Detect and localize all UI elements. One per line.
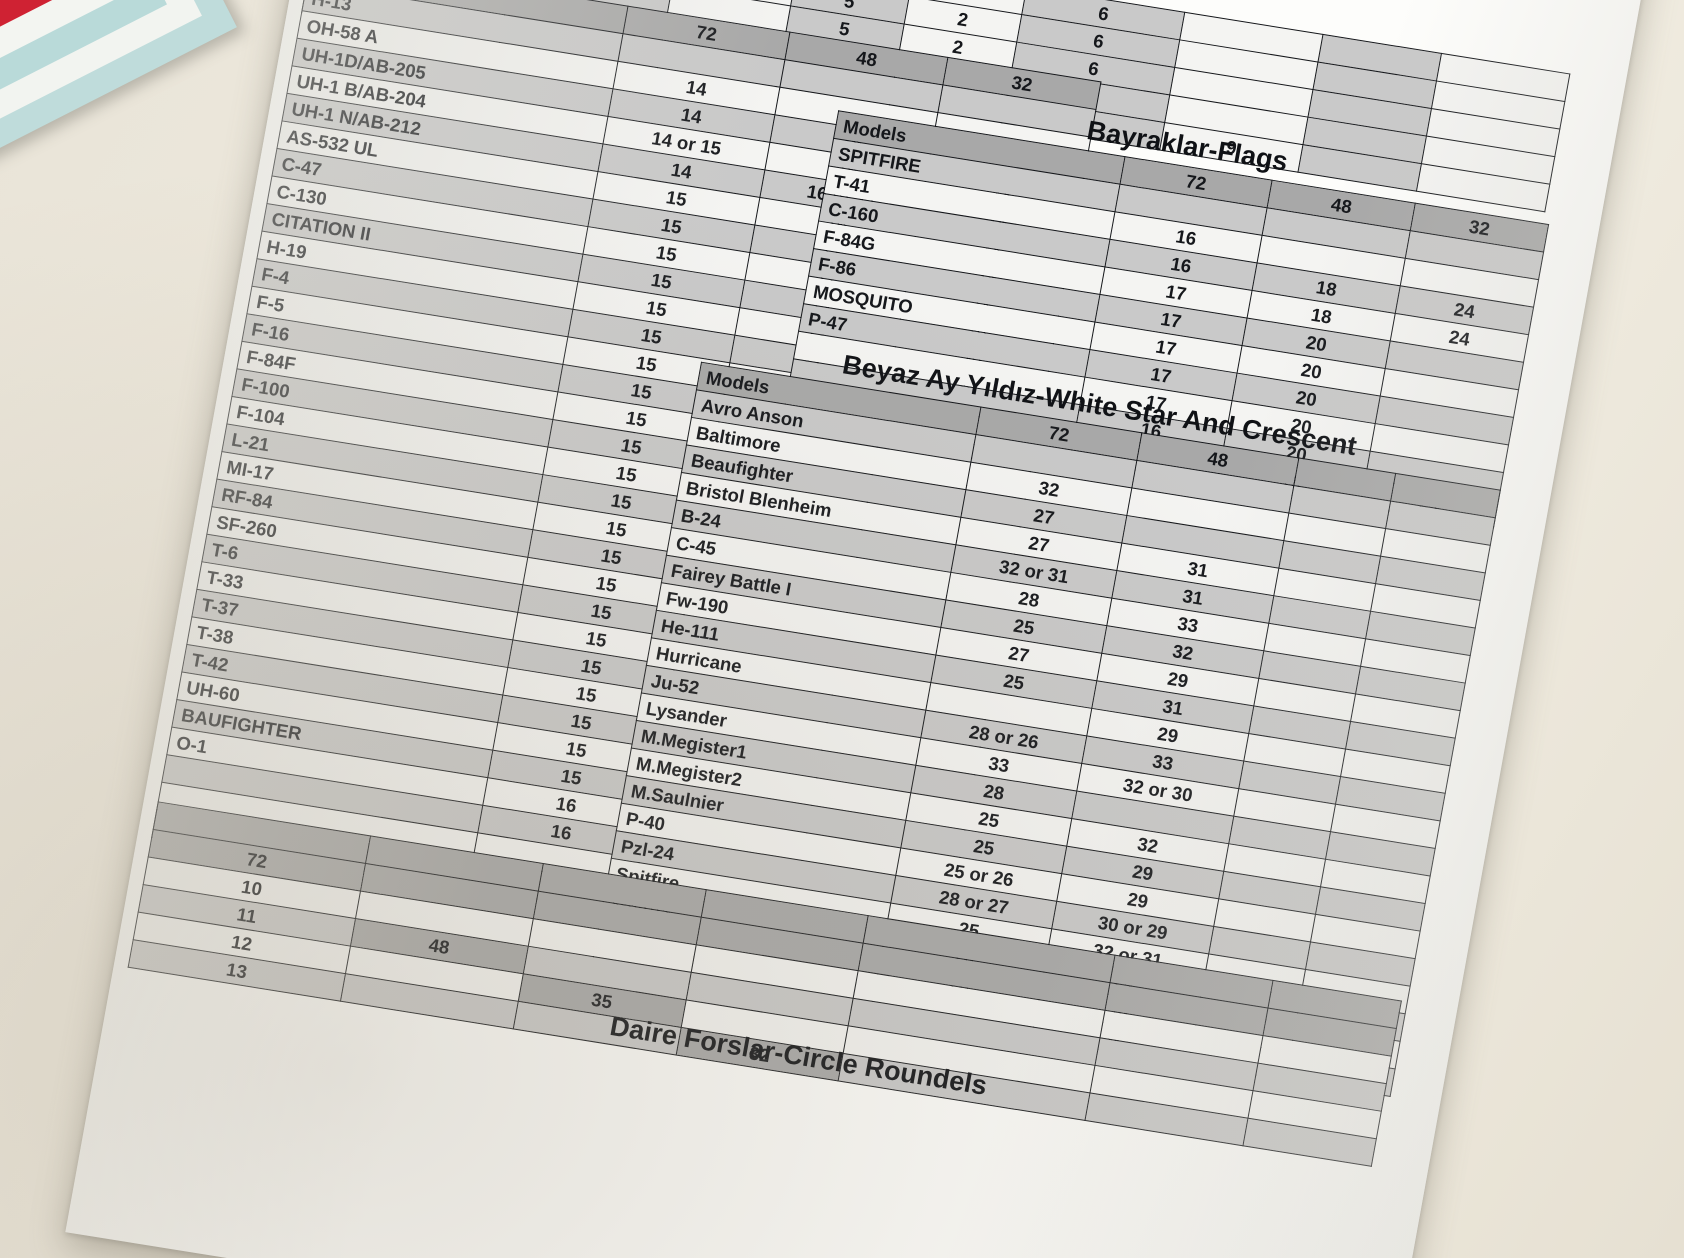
sheet-content: H-195265265262669 Models724832H-13OH-58 … xyxy=(65,0,1664,1258)
teal-card-object xyxy=(0,0,237,177)
reference-sheet-paper: H-195265265262669 Models724832H-13OH-58 … xyxy=(65,0,1665,1258)
